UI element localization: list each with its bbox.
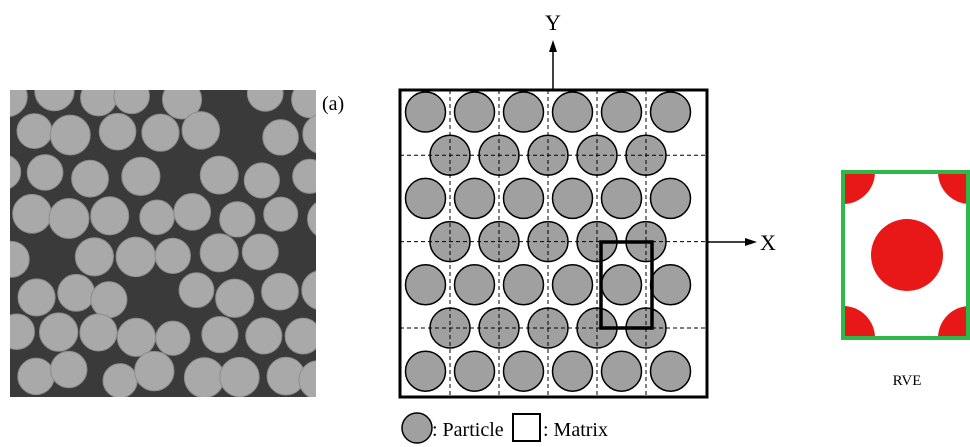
particle <box>504 265 544 305</box>
particle <box>553 351 593 391</box>
grain <box>91 282 127 318</box>
grain <box>220 202 255 237</box>
grain <box>18 358 54 394</box>
grain <box>262 273 299 310</box>
particle <box>602 351 642 391</box>
grain <box>200 156 238 194</box>
grain <box>200 234 238 272</box>
grain <box>75 238 113 276</box>
particle <box>602 178 642 218</box>
grain <box>142 114 179 151</box>
x-axis-label: X <box>760 230 776 255</box>
grain <box>117 318 155 356</box>
grain <box>135 351 174 390</box>
grain <box>114 78 149 113</box>
grain <box>116 237 156 277</box>
grain <box>91 197 129 235</box>
grain <box>220 357 259 396</box>
panel-label: (a) <box>322 93 344 115</box>
particle <box>651 178 691 218</box>
particle <box>553 265 593 305</box>
legend-particle-icon <box>402 413 432 443</box>
grain <box>156 321 190 355</box>
grain <box>285 318 321 354</box>
grain <box>140 200 175 235</box>
grain <box>242 234 278 270</box>
grain <box>246 318 282 354</box>
particle <box>553 92 593 132</box>
legend-matrix: : Matrix <box>543 419 608 441</box>
grain <box>263 120 299 156</box>
grain <box>39 313 77 351</box>
grain <box>51 351 87 387</box>
grain <box>18 279 55 316</box>
particle-array <box>400 90 707 397</box>
grain <box>80 314 117 351</box>
grain <box>174 194 211 231</box>
particle <box>651 265 691 305</box>
grain <box>293 159 327 193</box>
particle <box>553 178 593 218</box>
grain <box>244 163 279 198</box>
grain <box>184 358 224 398</box>
y-axis-label: Y <box>545 10 561 35</box>
particle <box>504 92 544 132</box>
legend-particle: : Particle <box>432 419 504 441</box>
grain <box>247 76 283 112</box>
grain <box>72 160 109 197</box>
grain <box>99 113 136 150</box>
y-arrow <box>549 40 557 52</box>
grain <box>179 273 214 308</box>
grain <box>27 155 63 191</box>
grain <box>49 199 89 239</box>
particle <box>455 265 495 305</box>
grain <box>216 279 254 317</box>
grain <box>81 80 117 116</box>
x-arrow <box>745 238 757 246</box>
grain <box>13 194 52 233</box>
figure: (a) Y X : Particle : Matrix RVE <box>0 0 970 447</box>
grain <box>50 115 90 155</box>
grain <box>122 157 160 195</box>
particle <box>455 92 495 132</box>
grain <box>264 197 298 231</box>
particle <box>455 178 495 218</box>
grain <box>303 114 343 154</box>
grain <box>35 71 74 110</box>
legend-matrix-icon <box>513 414 540 441</box>
particle <box>455 351 495 391</box>
grain <box>182 112 220 150</box>
rve-cell <box>811 140 970 370</box>
grain <box>299 361 337 399</box>
particle <box>504 351 544 391</box>
particle <box>406 178 446 218</box>
particle <box>504 178 544 218</box>
particle <box>602 265 642 305</box>
grain <box>0 314 35 349</box>
particle <box>406 92 446 132</box>
particle <box>406 265 446 305</box>
grain <box>58 274 95 311</box>
grain <box>17 114 52 149</box>
particle <box>651 351 691 391</box>
particle <box>406 351 446 391</box>
grain <box>302 270 341 309</box>
micrograph <box>0 71 346 399</box>
grain <box>202 316 238 352</box>
particle <box>651 92 691 132</box>
rve-label: RVE <box>893 373 922 389</box>
grain <box>103 364 137 398</box>
grain <box>308 200 347 239</box>
particle <box>602 92 642 132</box>
grain <box>155 238 190 273</box>
